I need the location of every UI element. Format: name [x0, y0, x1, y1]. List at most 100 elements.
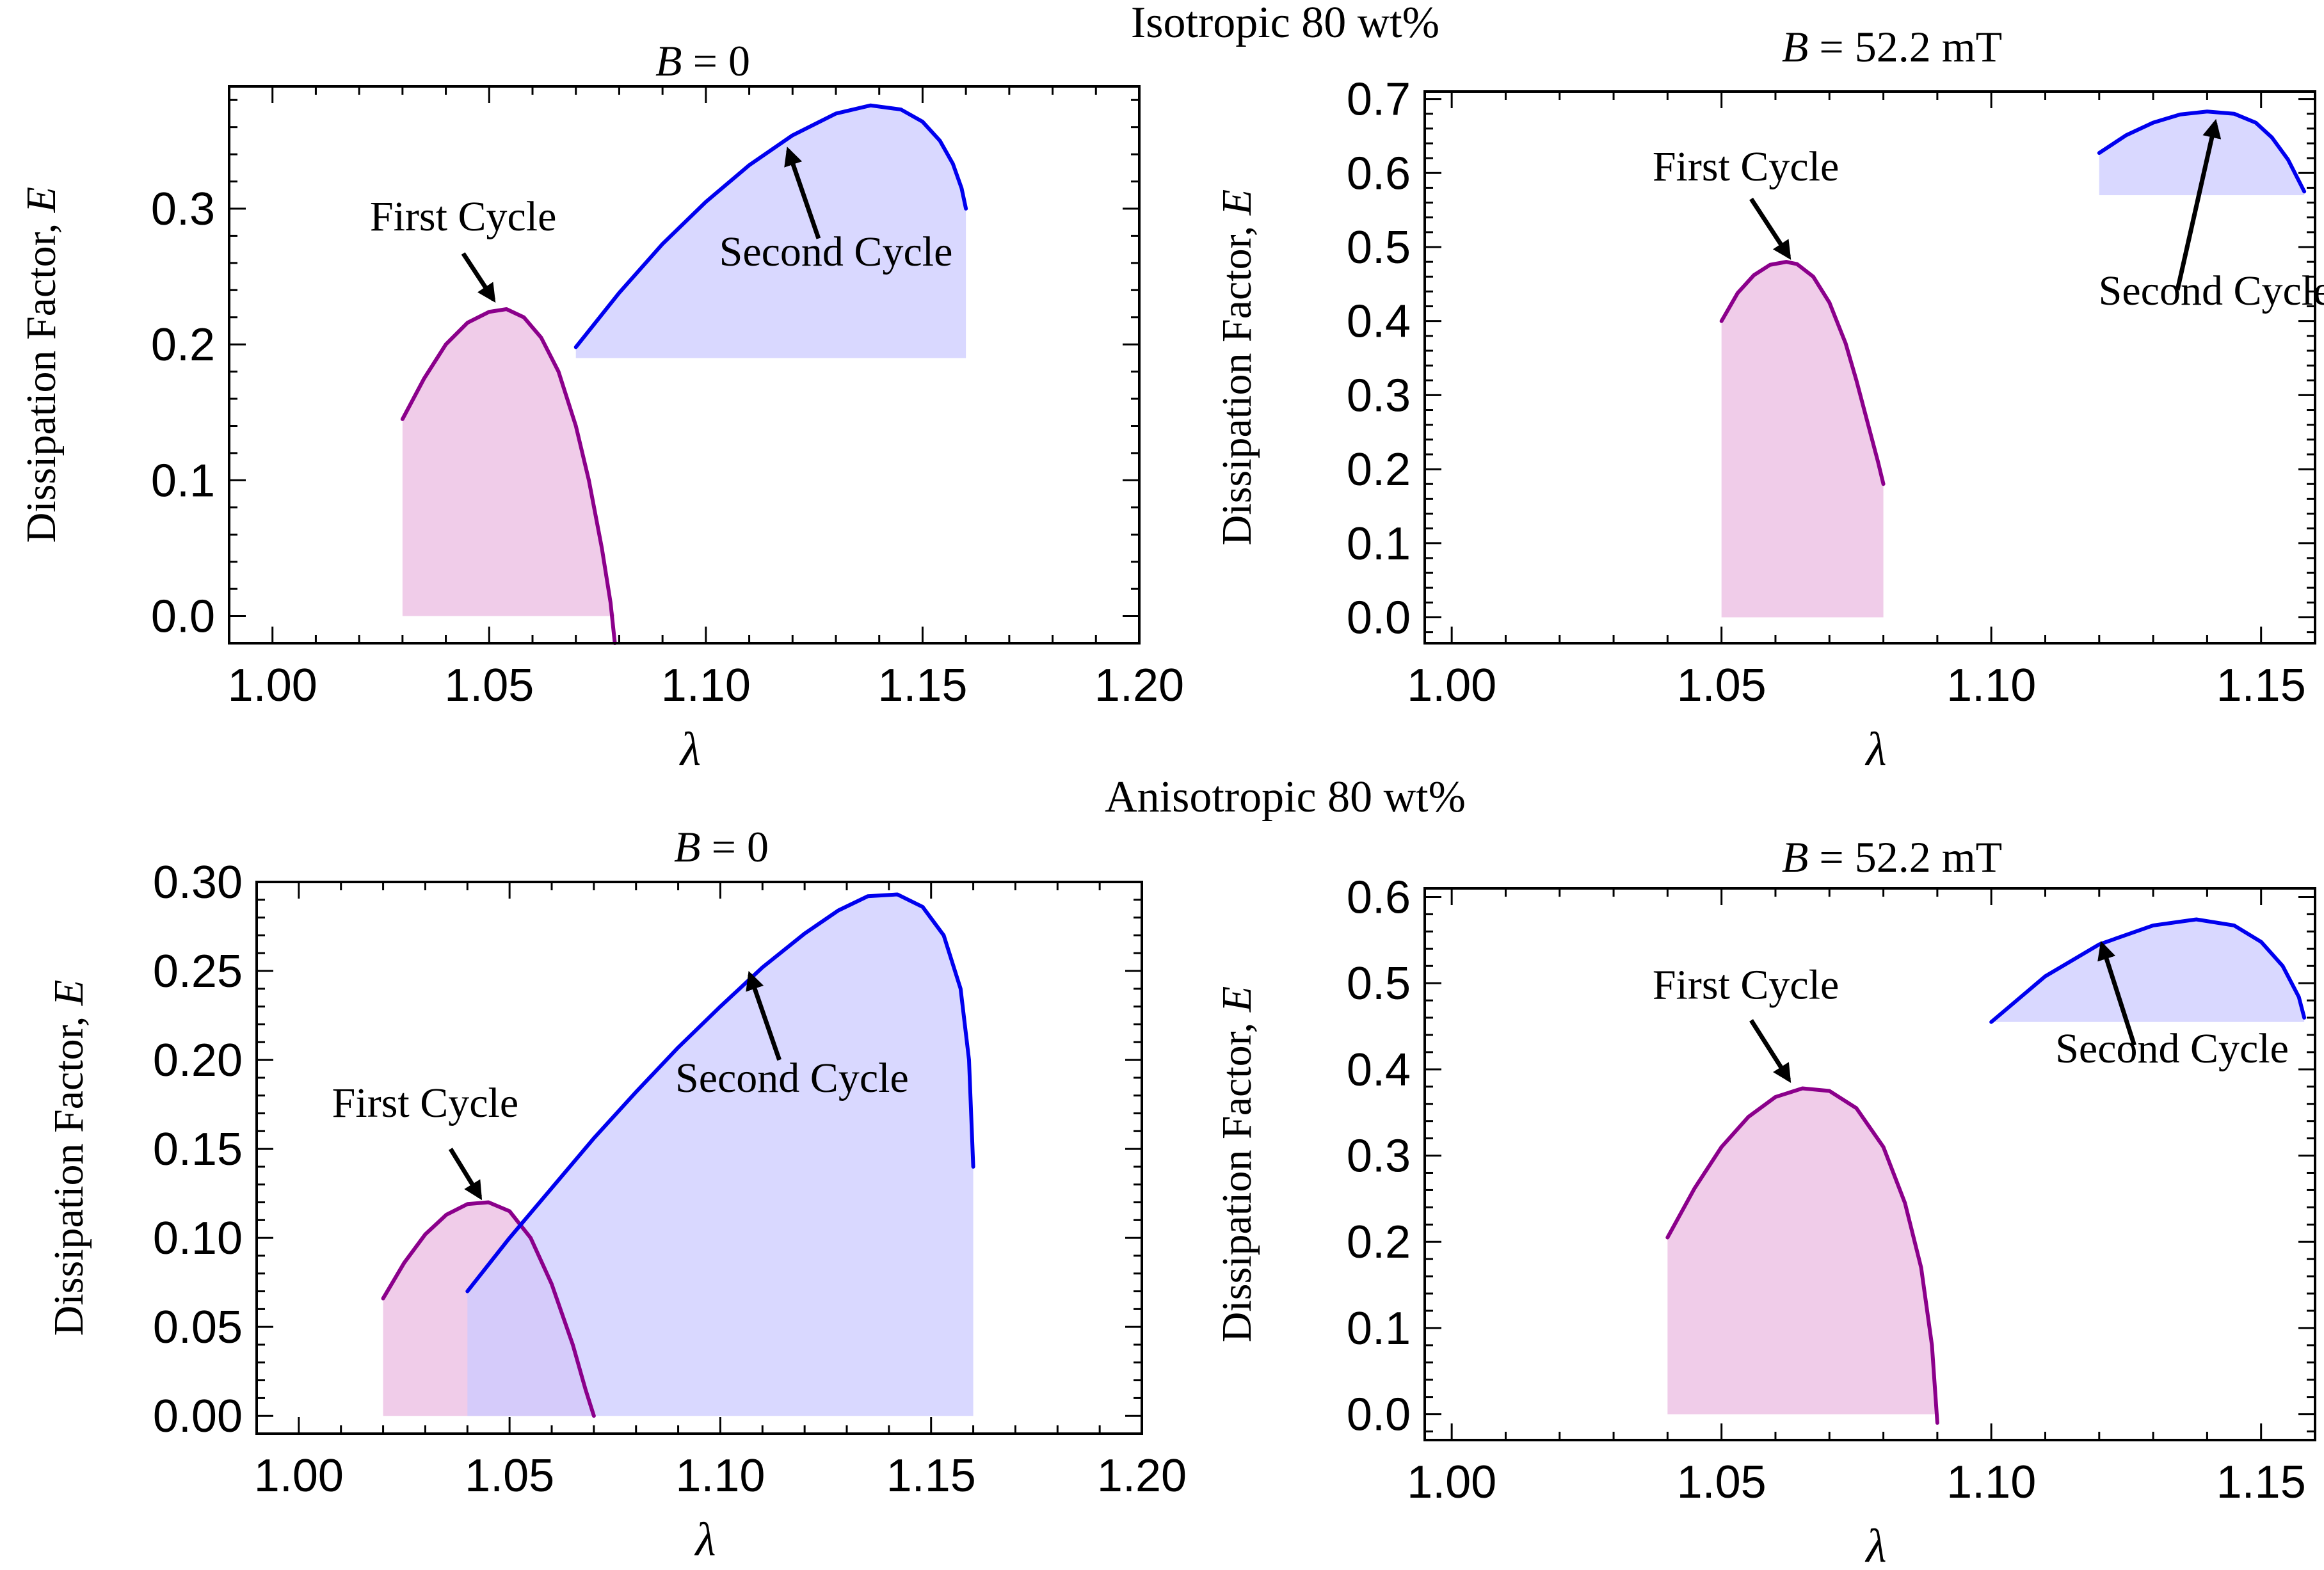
panel-anisotropic-b52: 1.00 1.05 1.10 1.15 0.0 0.1 0.2 0.3 0.4 0.5 0.6 B =…	[1214, 833, 2316, 1570]
y-axis-label-text: Dissipation Factor,	[45, 1005, 92, 1336]
x-tick-label: 1.15	[886, 1450, 976, 1502]
x-axis-label: λ	[679, 723, 701, 776]
x-tick-label: 1.05	[444, 660, 534, 711]
y-tick-label: 0.00	[153, 1391, 243, 1442]
annotation-second-cycle: Second Cycle	[719, 228, 953, 275]
panel-title: B = 52.2 mT	[1782, 22, 2002, 71]
y-tick-label: 0.6	[1347, 148, 1411, 199]
series-fill-second-cycle	[467, 894, 974, 1416]
panel-title-value: = 52.2 mT	[1808, 833, 2002, 881]
y-tick-label: 0.1	[1347, 518, 1411, 570]
y-axis-label-variable: E	[18, 187, 65, 213]
series-fill-second-cycle	[2099, 111, 2305, 195]
y-tick-label: 0.30	[153, 857, 243, 908]
annotation-arrow-first-cycle	[461, 252, 496, 303]
x-tick-label: 1.00	[1407, 660, 1496, 711]
series-line-first-cycle	[1665, 1086, 1939, 1425]
series-line-second-cycle	[2097, 109, 2307, 194]
y-tick-label: 0.1	[151, 455, 215, 506]
y-tick-label: 0.4	[1347, 1045, 1411, 1096]
annotation-arrow-first-cycle	[448, 1148, 483, 1201]
y-tick-label: 0.3	[1347, 370, 1411, 421]
y-tick-label: 0.3	[151, 184, 215, 235]
annotation-second-cycle: Second Cycle	[675, 1055, 909, 1101]
panel-title-variable: B	[1782, 833, 1809, 881]
y-tick-label: 0.3	[1347, 1131, 1411, 1182]
x-tick-label: 1.10	[1946, 1457, 2036, 1508]
y-axis-label-variable: E	[1214, 189, 1260, 216]
panel-title-value: = 0	[682, 36, 750, 85]
panel-anisotropic-b0: 1.00 1.05 1.10 1.15 1.20 0.00 0.05 0.10 0.15 0.20…	[45, 822, 1187, 1566]
y-axis-label-variable: E	[1214, 986, 1260, 1013]
series-fill-first-cycle	[1721, 262, 1884, 618]
y-tick-label: 0.2	[1347, 444, 1411, 495]
panel-title-value: = 0	[701, 822, 769, 871]
x-axis-label: λ	[1864, 1520, 1886, 1570]
y-tick-label: 0.1	[1347, 1303, 1411, 1354]
annotation-first-cycle: First Cycle	[332, 1080, 519, 1126]
y-tick-label: 0.4	[1347, 296, 1411, 348]
panel-title: B = 0	[655, 36, 750, 85]
annotation-second-cycle: Second Cycle	[2099, 268, 2324, 314]
annotation-first-cycle: First Cycle	[370, 193, 557, 240]
annotation-arrow-second-cycle	[2175, 118, 2222, 291]
plot-frame	[228, 85, 1141, 645]
x-tick-label: 1.05	[465, 1450, 554, 1502]
section-title-anisotropic: Anisotropic 80 wt%	[1105, 773, 1466, 822]
y-axis-label-variable: E	[45, 980, 92, 1006]
y-axis-label-text: Dissipation Factor,	[1214, 215, 1260, 545]
y-tick-label: 0.10	[153, 1213, 243, 1264]
plot-frame	[1423, 887, 2316, 1441]
y-axis-label: Dissipation Factor, E	[45, 980, 92, 1336]
annotation-first-cycle: First Cycle	[1653, 143, 1839, 190]
panel-isotropic-b52: 1.00 1.05 1.10 1.15 0.0 0.1 0.2 0.3 0.4 0.5 0.6 0.7…	[1214, 22, 2324, 776]
y-tick-label: 0.05	[153, 1302, 243, 1353]
y-axis-label: Dissipation Factor, E	[1214, 986, 1260, 1342]
series-line-second-cycle	[465, 892, 975, 1294]
series-line-first-cycle	[400, 307, 617, 645]
series-fill-second-cycle	[575, 105, 966, 358]
panel-title: B = 0	[674, 822, 769, 871]
y-axis-label: Dissipation Factor, E	[1214, 189, 1260, 545]
y-tick-label: 0.7	[1347, 74, 1411, 125]
y-tick-label: 0.2	[151, 319, 215, 371]
panel-isotropic-b0: 1.00 1.05 1.10 1.15 1.20 0.0 0.1 0.2 0.3 B = 0 λ Di…	[18, 36, 1184, 776]
x-tick-label: 1.15	[2216, 660, 2306, 711]
x-tick-label: 1.00	[254, 1450, 344, 1502]
y-tick-label: 0.0	[1347, 1390, 1411, 1441]
x-tick-label: 1.20	[1097, 1450, 1187, 1502]
y-axis-label-text: Dissipation Factor,	[1214, 1012, 1260, 1342]
y-tick-label: 0.20	[153, 1035, 243, 1086]
panel-title: B = 52.2 mT	[1782, 833, 2002, 881]
panel-title-variable: B	[1782, 22, 1809, 71]
x-tick-label: 1.15	[2216, 1457, 2306, 1508]
series-line-first-cycle	[1719, 260, 1886, 486]
annotation-first-cycle: First Cycle	[1653, 961, 1839, 1008]
x-tick-label: 1.05	[1677, 660, 1767, 711]
x-tick-label: 1.10	[1946, 660, 2036, 711]
x-tick-label: 1.15	[878, 660, 967, 711]
plot-frame	[255, 881, 1143, 1435]
y-axis-label: Dissipation Factor, E	[18, 187, 65, 543]
y-tick-label: 0.0	[151, 591, 215, 643]
x-tick-label: 1.05	[1677, 1457, 1767, 1508]
annotation-arrow-second-cycle	[746, 971, 781, 1061]
y-tick-label: 0.5	[1347, 958, 1411, 1009]
panel-title-variable: B	[655, 36, 682, 85]
annotation-second-cycle: Second Cycle	[2055, 1025, 2289, 1072]
plot-frame	[1423, 90, 2316, 645]
x-axis-label: λ	[1864, 723, 1886, 776]
series-fill-first-cycle	[1667, 1088, 1937, 1414]
x-tick-label: 1.10	[661, 660, 751, 711]
series-line-first-cycle	[381, 1200, 596, 1418]
panel-title-value: = 52.2 mT	[1808, 22, 2002, 71]
x-axis-label: λ	[694, 1514, 716, 1566]
panel-title-variable: B	[674, 822, 701, 871]
y-tick-label: 0.5	[1347, 222, 1411, 273]
annotation-arrow-first-cycle	[1749, 1019, 1791, 1083]
x-tick-label: 1.00	[228, 660, 317, 711]
series-line-second-cycle	[1989, 917, 2307, 1024]
y-tick-label: 0.25	[153, 946, 243, 997]
x-tick-label: 1.00	[1407, 1457, 1496, 1508]
